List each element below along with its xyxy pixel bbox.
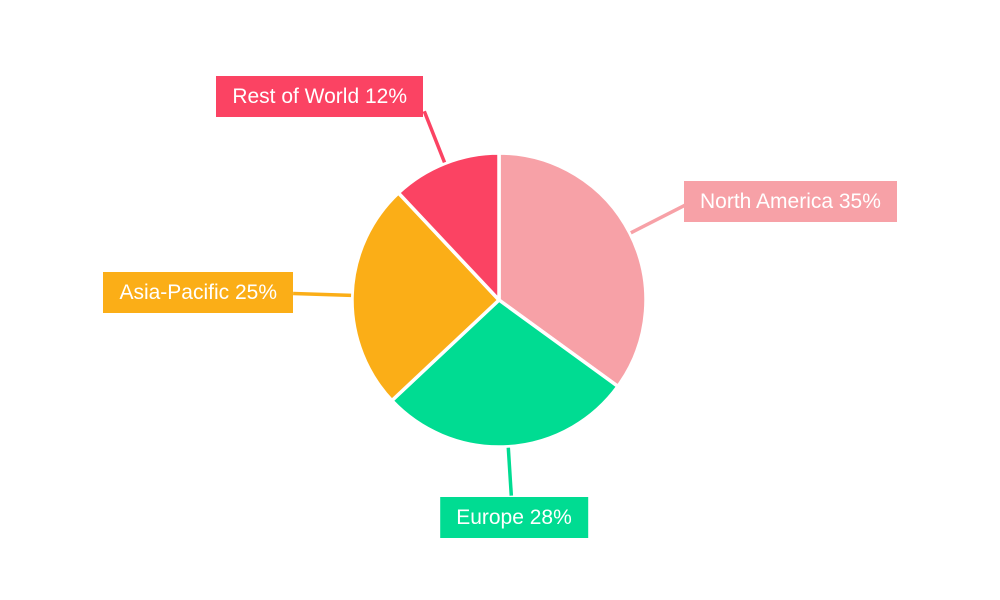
- label-line-asia-pacific: [293, 291, 352, 298]
- callout-label-asia-pacific: Asia-Pacific 25%: [103, 272, 293, 313]
- label-line-europe: [506, 447, 514, 496]
- callout-label-north-america: North America 35%: [684, 181, 897, 222]
- pie-slice-rest-of-world[interactable]: [396, 151, 501, 302]
- pie-slice-europe[interactable]: [390, 298, 620, 449]
- label-line-north-america: [630, 202, 688, 235]
- callout-label-europe: Europe 28%: [440, 497, 588, 538]
- pie-slice-asia-pacific[interactable]: [350, 191, 501, 403]
- callout-label-rest-of-world: Rest of World 12%: [216, 76, 423, 117]
- pie-slice-north-america[interactable]: [497, 151, 648, 389]
- label-line-rest-of-world: [422, 110, 447, 164]
